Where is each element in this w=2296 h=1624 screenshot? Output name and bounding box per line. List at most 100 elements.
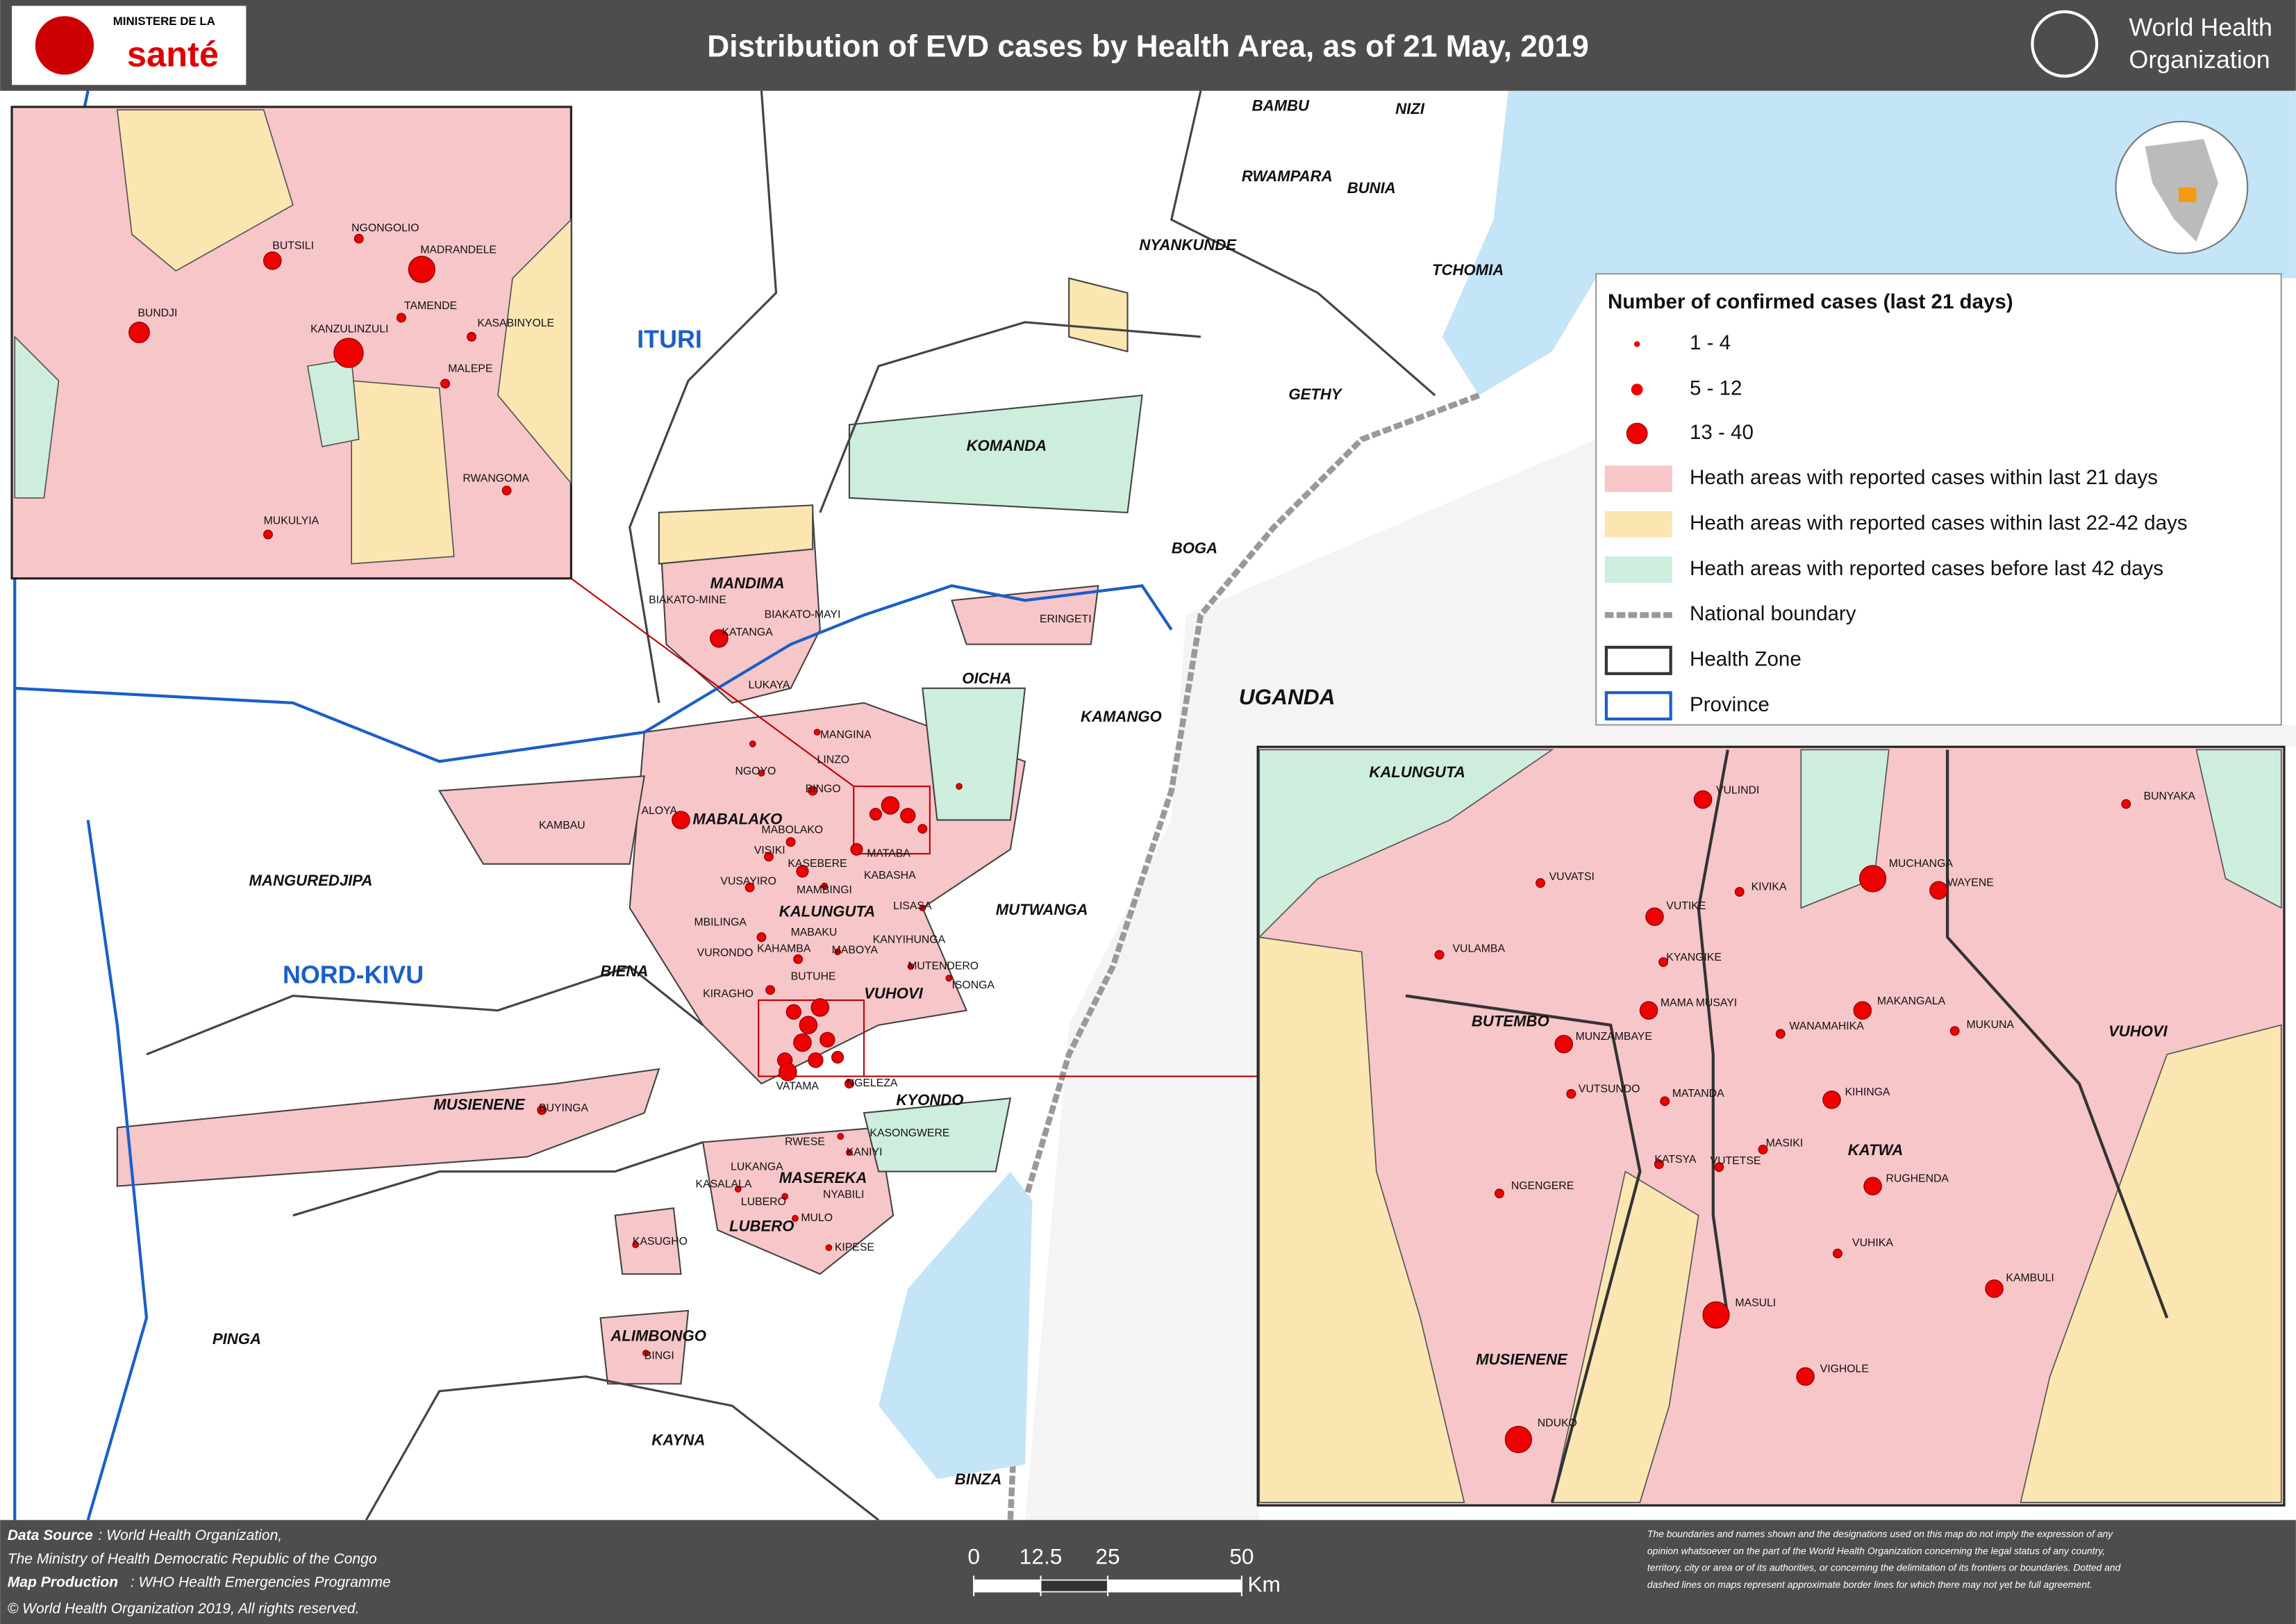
case-marker (537, 1105, 547, 1115)
health-area (599, 1309, 690, 1385)
area-label: TAMENDE (404, 300, 457, 312)
area-label: ALOYA (642, 805, 678, 817)
area-label: KABASHA (864, 870, 916, 881)
area-label: MASULI (1735, 1297, 1776, 1309)
legend-label: National boundary (1690, 602, 1856, 625)
health-zone-boundary (629, 90, 778, 704)
legend (1595, 273, 2282, 726)
case-marker (850, 843, 863, 856)
zone-label: MASEREKA (779, 1169, 867, 1186)
area-label: KASEBERE (788, 858, 847, 870)
zone-label: GETHY (1288, 386, 1342, 403)
legend-swatch (1604, 645, 1672, 675)
logo-text: santé (127, 35, 219, 74)
legend-swatch (1604, 691, 1672, 721)
scale-tick-label: 25 (1095, 1543, 1120, 1568)
case-marker (1658, 957, 1669, 968)
health-area (1258, 749, 1554, 939)
scale-tick-label: 0 (967, 1543, 980, 1568)
case-marker (1654, 1159, 1664, 1169)
case-marker (825, 1244, 833, 1252)
area-label: VUTETSE (1711, 1155, 1761, 1167)
scale-unit: Km (1247, 1572, 1280, 1597)
area-label: NGELEZA (847, 1077, 898, 1089)
case-marker (1858, 865, 1887, 893)
area-label: KIPESE (835, 1241, 874, 1253)
case-marker (440, 379, 451, 389)
case-marker (749, 740, 756, 747)
area-label: MUNZAMBAYE (1576, 1031, 1652, 1043)
health-zone-boundary (1945, 749, 2169, 1319)
area-label: MANGINA (820, 729, 872, 740)
copyright: © World Health Organization 2019, All ri… (8, 1600, 360, 1616)
logo-emblem (35, 16, 94, 75)
legend-label: Heath areas with reported cases within l… (1690, 512, 2188, 535)
case-marker (792, 1215, 799, 1222)
area-label: MUCHANGA (1889, 858, 1954, 870)
case-marker (917, 824, 928, 834)
case-marker (793, 954, 804, 964)
disclaimer: dashed lines on maps represent approxima… (1647, 1579, 2093, 1590)
case-marker (900, 808, 916, 824)
case-marker (263, 529, 273, 540)
area-label: KANIYI (847, 1146, 883, 1158)
zone-label: NIZI (1395, 100, 1425, 117)
zone-label: BUNIA (1347, 179, 1396, 197)
zone-label: NYANKUNDE (1139, 236, 1237, 254)
case-marker (1504, 1425, 1532, 1453)
area-label: RWESE (785, 1136, 825, 1148)
legend-symbol (1631, 383, 1643, 396)
case-marker (756, 932, 767, 943)
zoom-box (853, 786, 931, 855)
legend-label: Heath areas with reported cases before l… (1690, 557, 2163, 580)
zone-label: MUTWANGA (996, 901, 1088, 918)
health-area (848, 395, 1143, 513)
province-label: NORD-KIVU (283, 961, 424, 989)
health-area (1068, 277, 1129, 353)
area-label: BUNDJI (138, 307, 177, 319)
health-zone-boundary (1405, 994, 1642, 1503)
uganda (1024, 439, 2296, 1521)
area-label: VUHIKA (1852, 1237, 1893, 1249)
area-label: KAMBULI (2006, 1273, 2054, 1284)
health-area (951, 585, 1099, 645)
area-label: KAMBAU (539, 820, 585, 831)
footer-text: Data Source (8, 1527, 93, 1543)
health-area (438, 775, 646, 865)
labels: Distribution of EVD cases by Health Area… (8, 14, 2272, 1617)
area-label: BUYINGA (539, 1102, 589, 1114)
area-label: MAMA MUSAYI (1661, 997, 1737, 1009)
area-label: NGOYO (735, 765, 776, 777)
legend-symbol (1633, 341, 1640, 347)
area-label: BUTSILI (272, 240, 314, 251)
scale-tick-label: 50 (1229, 1543, 1254, 1568)
area-label: MAKANGALA (1877, 995, 1946, 1007)
case-marker (642, 1350, 649, 1357)
health-area (922, 687, 1026, 821)
footer-text: Map Production (8, 1575, 118, 1591)
area-label: KANZULINZULI (310, 324, 388, 335)
case-marker (831, 1051, 845, 1064)
case-marker (799, 1016, 818, 1035)
area-label: VULINDI (1716, 785, 1759, 797)
case-marker (764, 852, 774, 862)
area-label: ISONGA (952, 979, 995, 991)
legend-label: Province (1690, 693, 1770, 716)
area-label: KATANGA (722, 627, 774, 638)
case-marker (907, 963, 915, 970)
zone-label: VUHOVI (864, 984, 924, 1002)
area-label: ERINGETI (1040, 613, 1092, 625)
area-label: WAYENE (1947, 877, 1994, 888)
case-marker (1714, 1162, 1724, 1173)
scale-tick-label: 12.5 (1020, 1543, 1063, 1568)
case-marker (501, 486, 512, 496)
legend-swatch (1604, 465, 1672, 492)
legend-label: Health Zone (1690, 648, 1802, 671)
health-area (614, 1207, 682, 1275)
case-marker (1734, 886, 1745, 897)
zone-label: MUSIENENE (433, 1096, 526, 1113)
area-label: MADRANDELE (420, 245, 497, 256)
health-area (2195, 749, 2282, 909)
